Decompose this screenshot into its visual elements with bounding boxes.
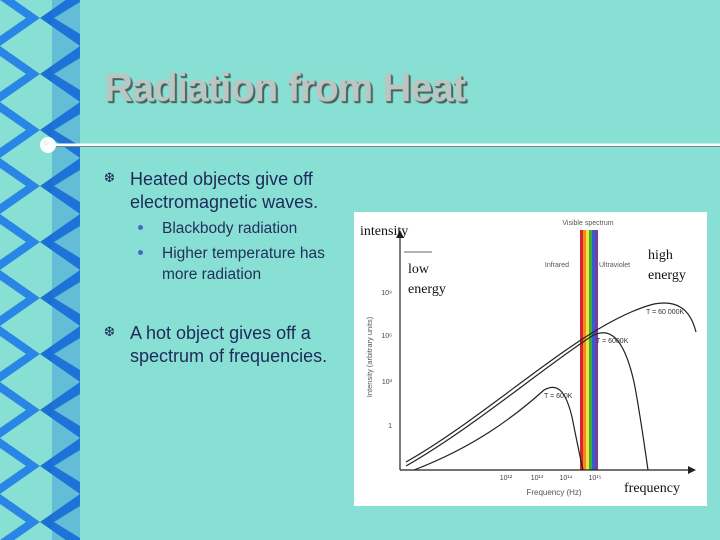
bullet-mark-icon: ❆ <box>104 170 115 185</box>
y-tick-label: 10⁶ <box>381 333 392 340</box>
annotation-intensity: intensity <box>360 224 409 239</box>
ribbon-chevron <box>0 270 40 326</box>
bullet-2-text: A hot object gives off a spectrum of fre… <box>130 323 328 366</box>
ribbon-chevron <box>40 46 80 102</box>
ribbon-chevron <box>0 158 40 214</box>
sub-bullet-2-text: Higher temperature has more radiation <box>162 245 325 283</box>
ribbon-chevron <box>40 494 80 540</box>
ribbon-chevron <box>40 158 80 214</box>
ribbon-chevron <box>0 326 40 382</box>
chart-svg: 10⁹ 10⁶ 10³ 1 10¹² 10¹³ 10¹⁴ 10¹⁵ Freque… <box>365 220 697 497</box>
ribbon-chevron <box>40 270 80 326</box>
region-label-ultraviolet: Ultraviolet <box>599 262 630 269</box>
title-rule <box>40 137 720 153</box>
ribbon-chevron <box>0 46 40 102</box>
x-axis-arrow <box>688 466 696 474</box>
ribbon-chevron <box>0 494 40 540</box>
ribbon-chevron <box>40 326 80 382</box>
visible-band <box>583 230 586 470</box>
visible-band <box>595 230 598 470</box>
decorative-ribbon <box>0 0 80 540</box>
x-tick-label: 10¹⁴ <box>559 475 572 482</box>
bullet-mark-icon: ❆ <box>104 324 115 339</box>
visible-band <box>580 230 583 470</box>
x-tick-label: 10¹³ <box>531 475 544 482</box>
ribbon-chevron <box>0 438 40 494</box>
curve-t600 <box>413 386 584 471</box>
visible-band <box>592 230 595 470</box>
y-axis-label: Intensity (arbitrary units) <box>365 316 374 397</box>
region-label-infrared: Infrared <box>545 262 569 269</box>
y-tick-label: 10³ <box>382 379 393 386</box>
y-tick-label: 1 <box>388 423 392 430</box>
series-label-60000: T = 60 000K <box>646 309 685 316</box>
curve-t6000 <box>405 332 649 471</box>
visible-band <box>586 230 589 470</box>
region-label-visible: Visible spectrum <box>562 220 613 227</box>
sub-bullet-dot-icon <box>138 225 143 230</box>
annotation-high-energy: high energy <box>648 248 686 283</box>
ribbon-chevron <box>0 382 40 438</box>
visible-band <box>589 230 592 470</box>
y-tick-label: 10⁹ <box>381 290 392 297</box>
bullet-1-text: Heated objects give off electromagnetic … <box>130 169 319 212</box>
curve-t60000 <box>405 302 697 463</box>
ribbon-chevron <box>0 0 40 46</box>
sub-bullet-dot-icon <box>138 250 143 255</box>
y-axis-arrow <box>396 230 404 238</box>
ribbon-chevron <box>0 102 40 158</box>
annotation-frequency: frequency <box>624 481 680 496</box>
ribbon-chevron <box>0 214 40 270</box>
series-label-6000: T = 6000K <box>596 338 629 345</box>
ribbon-chevron <box>40 382 80 438</box>
series-label-600: T = 600K <box>544 393 573 400</box>
x-tick-label: 10¹⁵ <box>588 475 601 482</box>
annotation-low-energy: low energy <box>408 262 446 297</box>
blackbody-chart: 10⁹ 10⁶ 10³ 1 10¹² 10¹³ 10¹⁴ 10¹⁵ Freque… <box>354 212 707 506</box>
x-axis-label: Frequency (Hz) <box>526 488 581 497</box>
ribbon-chevron <box>40 438 80 494</box>
x-tick-label: 10¹² <box>500 475 513 482</box>
slide-title: Radiation from Heat <box>104 66 466 110</box>
ribbon-chevron <box>40 0 80 46</box>
ribbon-chevron <box>40 214 80 270</box>
sub-bullet-1-text: Blackbody radiation <box>162 220 298 237</box>
